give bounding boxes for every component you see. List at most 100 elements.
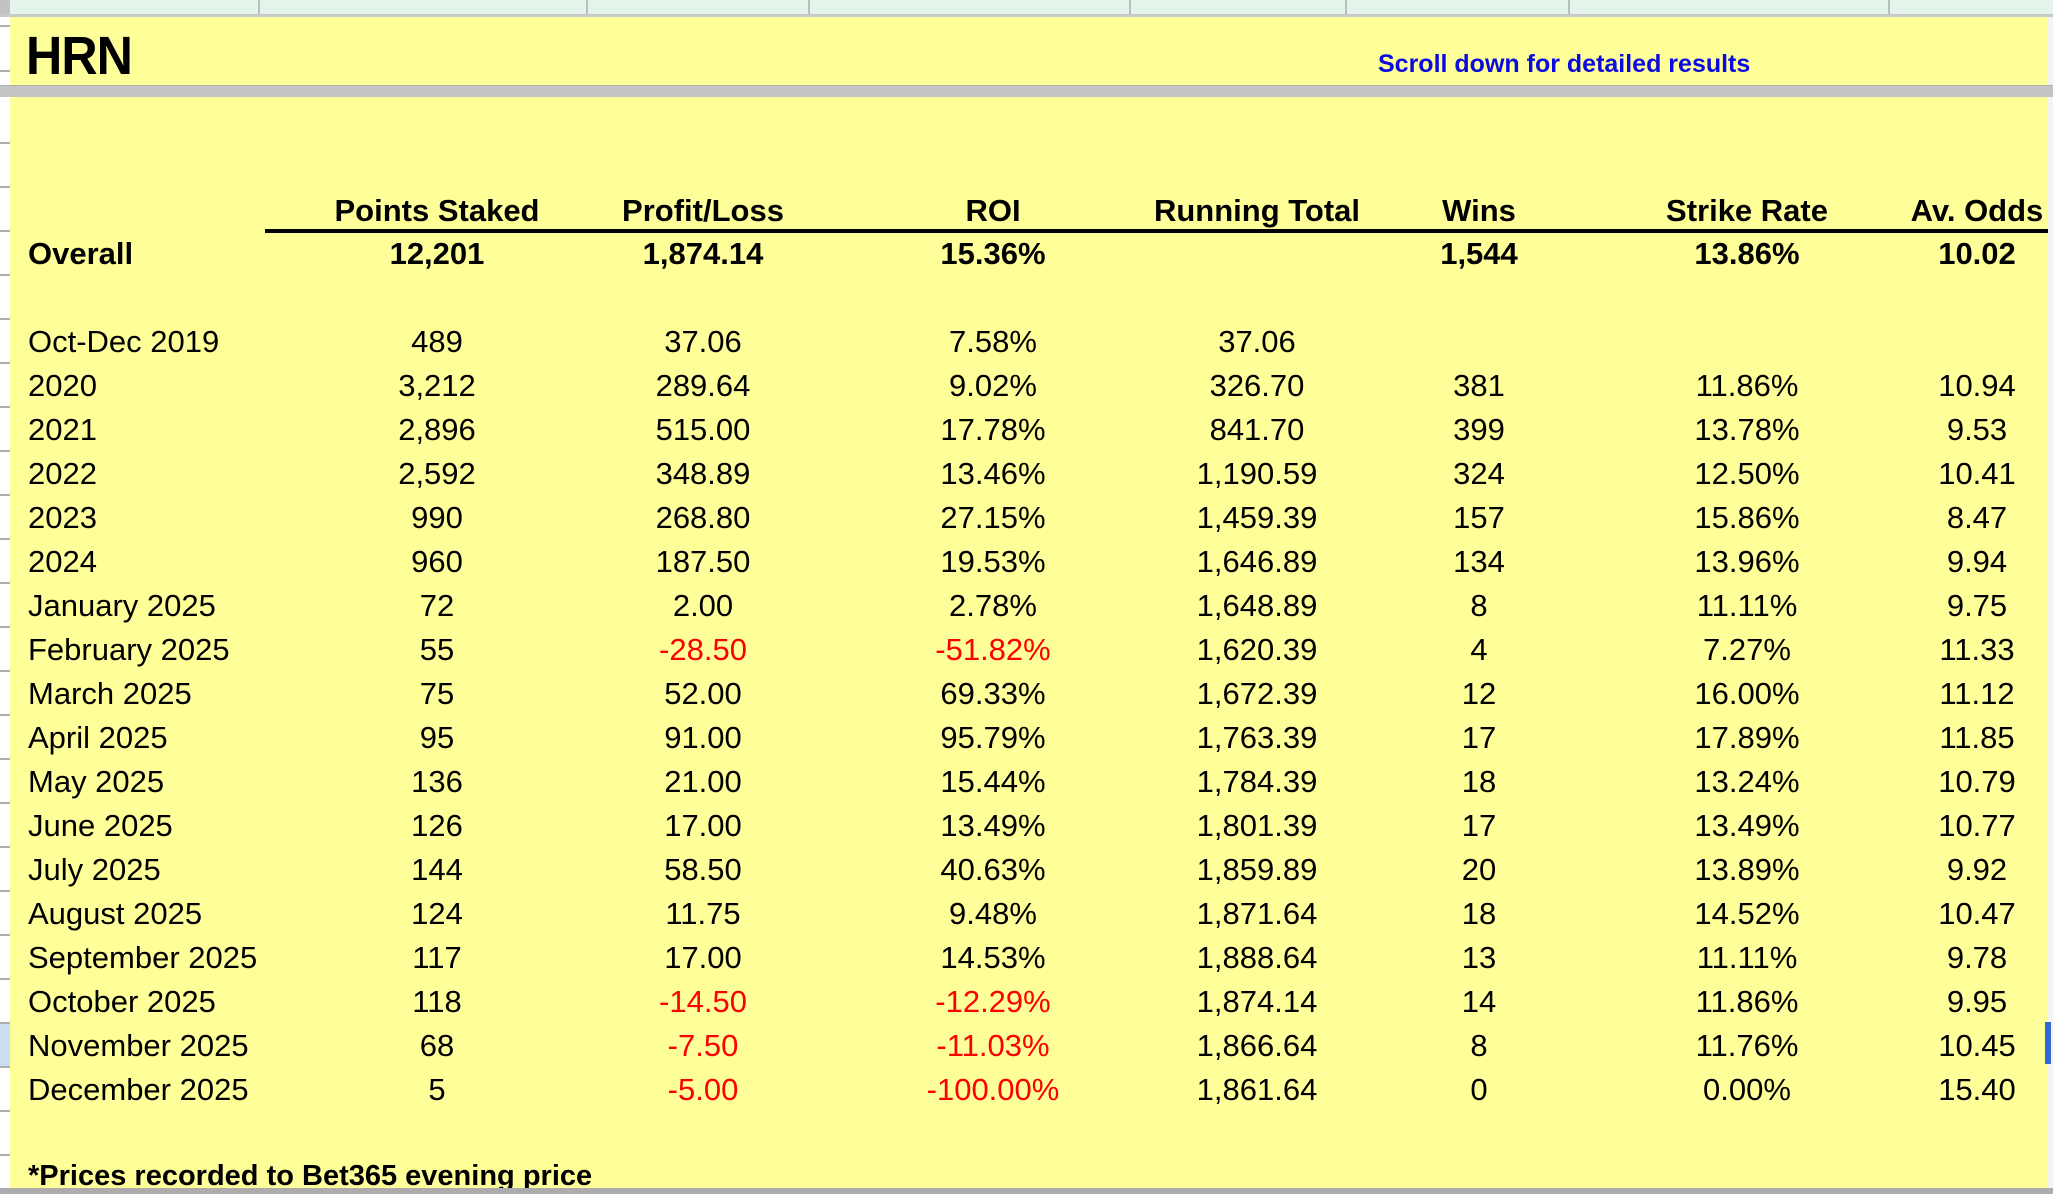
cell-label[interactable]: 2023 <box>28 500 97 535</box>
cell-roi[interactable]: 14.53% <box>940 940 1046 975</box>
column-header-roi[interactable]: ROI <box>965 193 1021 228</box>
cell-points[interactable]: 72 <box>419 588 455 623</box>
cell-profit[interactable]: 58.50 <box>664 852 742 887</box>
cell-wins[interactable]: 399 <box>1453 412 1505 447</box>
cell-label[interactable]: Oct-Dec 2019 <box>28 324 220 359</box>
cell-wins[interactable]: 4 <box>1470 632 1488 667</box>
cell-wins[interactable]: 20 <box>1461 852 1497 887</box>
cell-running[interactable]: 1,620.39 <box>1196 632 1318 667</box>
footnote[interactable]: *Prices recorded to Bet365 evening price <box>28 1160 593 1192</box>
cell-running[interactable]: 1,648.89 <box>1196 588 1318 623</box>
cell-odds[interactable]: 15.40 <box>1938 1072 2016 1107</box>
column-header-profit[interactable]: Profit/Loss <box>622 193 784 228</box>
cell-running[interactable]: 1,784.39 <box>1196 764 1318 799</box>
cell-wins[interactable]: 0 <box>1470 1072 1488 1107</box>
cell-odds[interactable]: 10.94 <box>1938 368 2016 403</box>
cell-label[interactable]: November 2025 <box>28 1028 249 1063</box>
cell-points[interactable]: 136 <box>411 764 463 799</box>
cell-label[interactable]: September 2025 <box>28 940 258 975</box>
cell-wins[interactable]: 17 <box>1461 720 1497 755</box>
cell-label[interactable]: March 2025 <box>28 676 192 711</box>
cell-wins[interactable]: 157 <box>1453 500 1505 535</box>
cell-strike[interactable]: 11.11% <box>1696 588 1798 623</box>
cell-roi[interactable]: 17.78% <box>940 412 1046 447</box>
cell-wins[interactable]: 17 <box>1461 808 1497 843</box>
cell-running[interactable]: 1,874.14 <box>1196 984 1318 1019</box>
cell-roi[interactable]: 13.49% <box>940 808 1046 843</box>
cell-running[interactable]: 1,866.64 <box>1196 1028 1318 1063</box>
cell-roi[interactable]: -11.03% <box>936 1028 1050 1063</box>
cell-label[interactable]: Overall <box>28 236 134 271</box>
cell-points[interactable]: 489 <box>411 324 463 359</box>
cell-strike[interactable]: 13.89% <box>1694 852 1800 887</box>
cell-label[interactable]: 2022 <box>28 456 97 491</box>
cell-running[interactable]: 1,672.39 <box>1196 676 1318 711</box>
cell-wins[interactable]: 381 <box>1453 368 1505 403</box>
page-title[interactable]: HRN <box>26 26 133 86</box>
cell-wins[interactable]: 134 <box>1453 544 1505 579</box>
cell-roi[interactable]: 9.48% <box>949 896 1037 931</box>
cell-profit[interactable] <box>578 276 828 320</box>
cell-wins[interactable]: 14 <box>1461 984 1497 1019</box>
cell-points[interactable] <box>312 276 562 320</box>
cell-label[interactable]: July 2025 <box>28 852 161 887</box>
cell-odds[interactable]: 9.94 <box>1946 544 2008 579</box>
cell-odds[interactable]: 10.02 <box>1938 236 2016 271</box>
cell-profit[interactable]: 1,874.14 <box>642 236 764 271</box>
cell-roi[interactable] <box>868 276 1118 320</box>
cell-running[interactable]: 1,871.64 <box>1196 896 1318 931</box>
cell-label[interactable]: 2024 <box>28 544 97 579</box>
cell-points[interactable]: 990 <box>411 500 463 535</box>
cell-points[interactable]: 126 <box>411 808 463 843</box>
cell-odds[interactable]: 8.47 <box>1946 500 2008 535</box>
cell-strike[interactable]: 11.86% <box>1695 368 1799 403</box>
cell-points[interactable]: 117 <box>412 940 462 975</box>
cell-label[interactable]: October 2025 <box>28 984 216 1019</box>
cell-label[interactable] <box>28 276 308 320</box>
cell-odds[interactable] <box>1897 320 2053 364</box>
cell-wins[interactable] <box>1354 276 1604 320</box>
cell-wins[interactable]: 12 <box>1461 676 1497 711</box>
cell-running[interactable]: 1,763.39 <box>1196 720 1318 755</box>
cell-running[interactable] <box>1132 232 1382 276</box>
cell-points[interactable]: 3,212 <box>398 368 476 403</box>
cell-running[interactable]: 1,190.59 <box>1196 456 1318 491</box>
cell-label[interactable]: January 2025 <box>28 588 216 623</box>
cell-strike[interactable]: 13.49% <box>1694 808 1800 843</box>
cell-profit[interactable]: -5.00 <box>667 1072 739 1107</box>
cell-profit[interactable]: 37.06 <box>664 324 742 359</box>
cell-odds[interactable]: 9.53 <box>1946 412 2008 447</box>
cell-roi[interactable]: 95.79% <box>940 720 1046 755</box>
cell-strike[interactable] <box>1622 320 1872 364</box>
cell-odds[interactable]: 9.75 <box>1946 588 2008 623</box>
cell-running[interactable]: 37.06 <box>1218 324 1296 359</box>
column-header-odds[interactable]: Av. Odds <box>1910 193 2044 228</box>
cell-profit[interactable]: 91.00 <box>664 720 742 755</box>
cell-points[interactable]: 55 <box>419 632 455 667</box>
cell-roi[interactable]: 2.78% <box>949 588 1037 623</box>
cell-running[interactable]: 1,888.64 <box>1196 940 1318 975</box>
cell-roi[interactable]: 13.46% <box>940 456 1046 491</box>
cell-label[interactable]: 2021 <box>28 412 97 447</box>
cell-roi[interactable]: 15.36% <box>940 236 1046 271</box>
cell-profit[interactable]: 289.64 <box>655 368 751 403</box>
cell-running[interactable] <box>1132 276 1382 320</box>
cell-profit[interactable]: 2.00 <box>672 588 734 623</box>
cell-label[interactable]: December 2025 <box>28 1072 249 1107</box>
cell-running[interactable]: 841.70 <box>1209 412 1305 447</box>
cell-odds[interactable]: 9.92 <box>1946 852 2008 887</box>
cell-strike[interactable]: 17.89% <box>1694 720 1800 755</box>
column-header-strike[interactable]: Strike Rate <box>1666 193 1828 228</box>
cell-points[interactable]: 124 <box>411 896 463 931</box>
cell-strike[interactable]: 13.96% <box>1694 544 1800 579</box>
cell-wins[interactable]: 8 <box>1470 588 1488 623</box>
cell-points[interactable]: 5 <box>428 1072 446 1107</box>
cell-strike[interactable]: 0.00% <box>1703 1072 1791 1107</box>
pane-split-bar[interactable] <box>0 85 2053 97</box>
cell-profit[interactable]: 17.00 <box>664 940 742 975</box>
cell-odds[interactable] <box>1897 276 2053 320</box>
cell-label[interactable]: May 2025 <box>28 764 165 799</box>
cell-odds[interactable]: 11.12 <box>1939 676 2015 711</box>
cell-profit[interactable]: 187.50 <box>655 544 751 579</box>
cell-points[interactable]: 68 <box>419 1028 455 1063</box>
